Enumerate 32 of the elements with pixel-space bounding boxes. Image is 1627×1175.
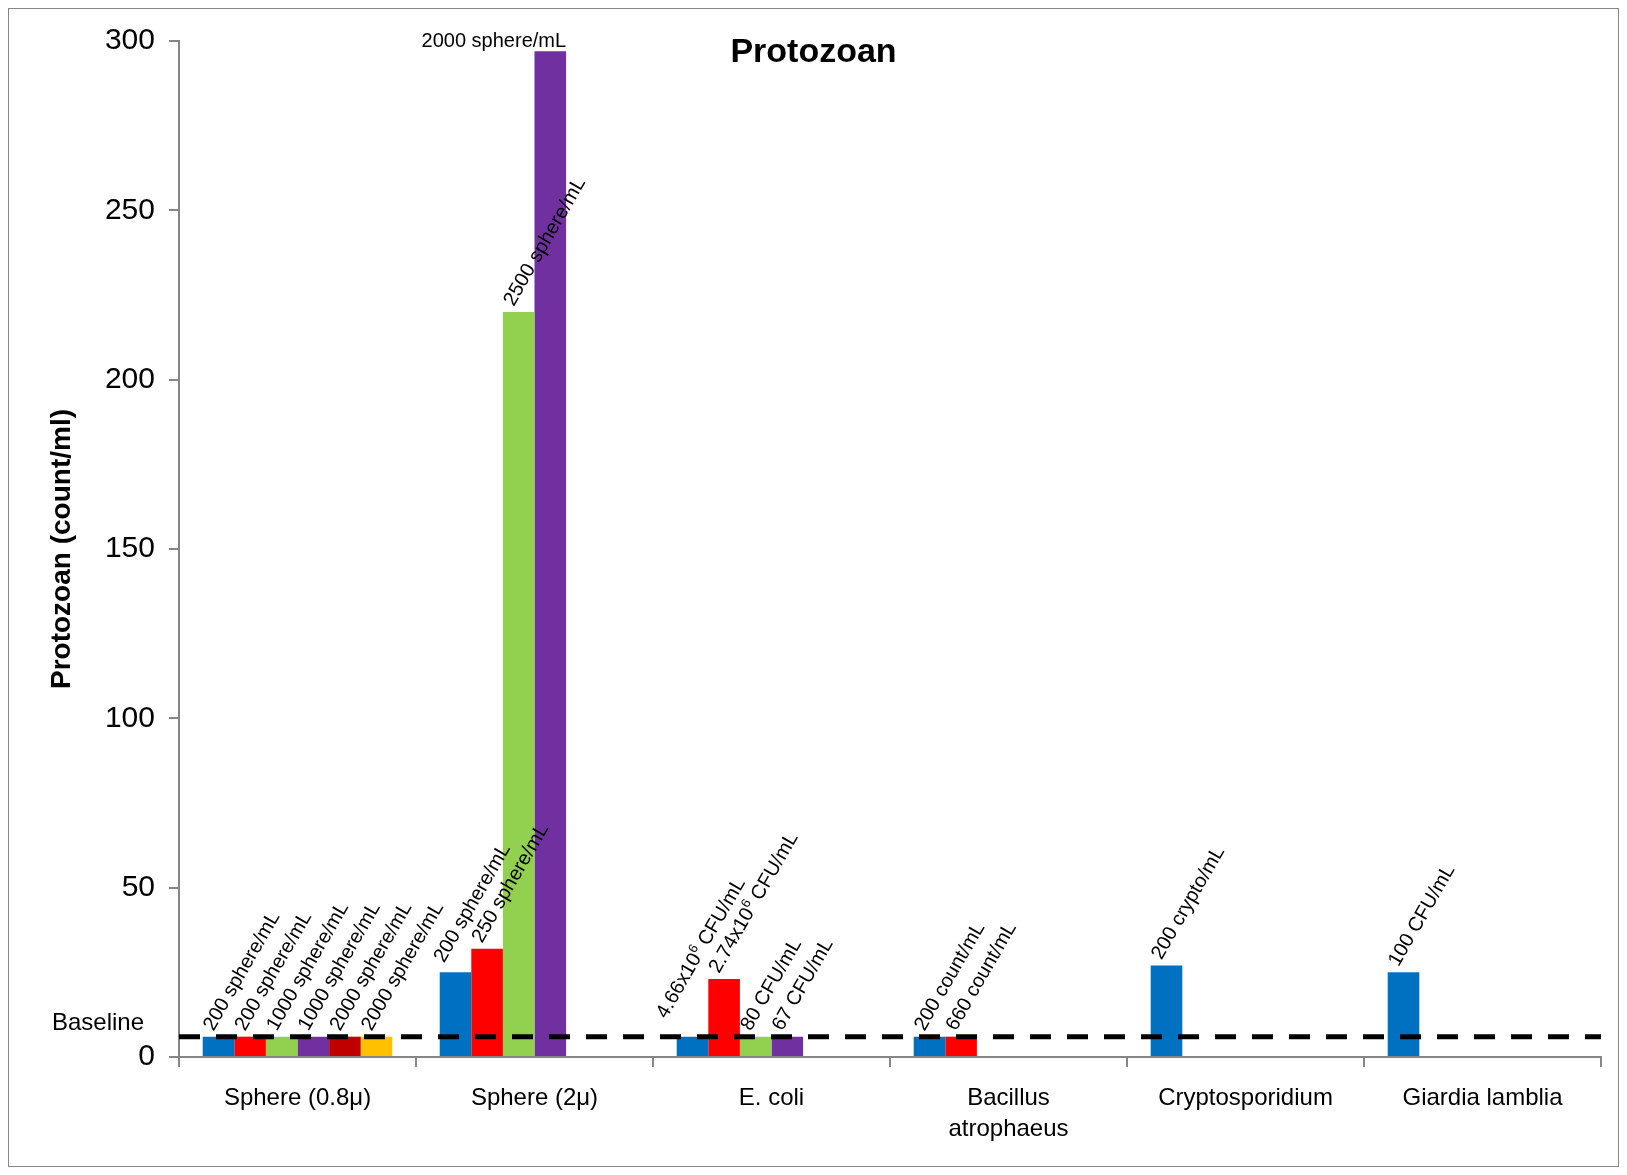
- bar: [913, 1036, 946, 1056]
- bar: [945, 1036, 977, 1056]
- x-tick-label: Sphere (0.8μ): [223, 1083, 372, 1111]
- chart-title: Protozoan: [730, 31, 897, 70]
- bar: [676, 1036, 709, 1056]
- bar: [329, 1036, 361, 1056]
- y-tick-label: 50: [121, 868, 155, 902]
- ref-line-label: Baseline: [51, 1007, 144, 1035]
- y-tick-label: 0: [138, 1038, 155, 1072]
- bar: [739, 1036, 772, 1056]
- x-tick-label: Sphere (2μ): [470, 1083, 599, 1111]
- bar: [1387, 972, 1420, 1056]
- bar: [360, 1036, 393, 1056]
- x-tick-label: Giardia lamblia: [1402, 1083, 1564, 1111]
- annotation: 2000 sphere/mL: [421, 29, 567, 52]
- x-tick-label: Cryptosporidium: [1158, 1083, 1333, 1111]
- bar: [471, 948, 503, 1056]
- y-tick-label: 250: [104, 191, 155, 225]
- bar: [265, 1036, 298, 1056]
- bar: [708, 979, 740, 1056]
- y-tick-label: 300: [104, 22, 155, 56]
- y-tick-label: 200: [104, 360, 155, 394]
- x-tick-label: Bacillus atrophaeus: [948, 1083, 1069, 1142]
- y-tick-label: 150: [104, 530, 155, 564]
- bar: [771, 1036, 804, 1056]
- bar: [202, 1036, 235, 1056]
- y-tick-label: 100: [104, 699, 155, 733]
- bar: [297, 1036, 330, 1056]
- bar: [234, 1036, 266, 1056]
- y-axis-title: Protozoan (count/ml): [44, 409, 76, 689]
- bar: [1150, 965, 1183, 1056]
- x-tick-label: E. coli: [738, 1083, 805, 1111]
